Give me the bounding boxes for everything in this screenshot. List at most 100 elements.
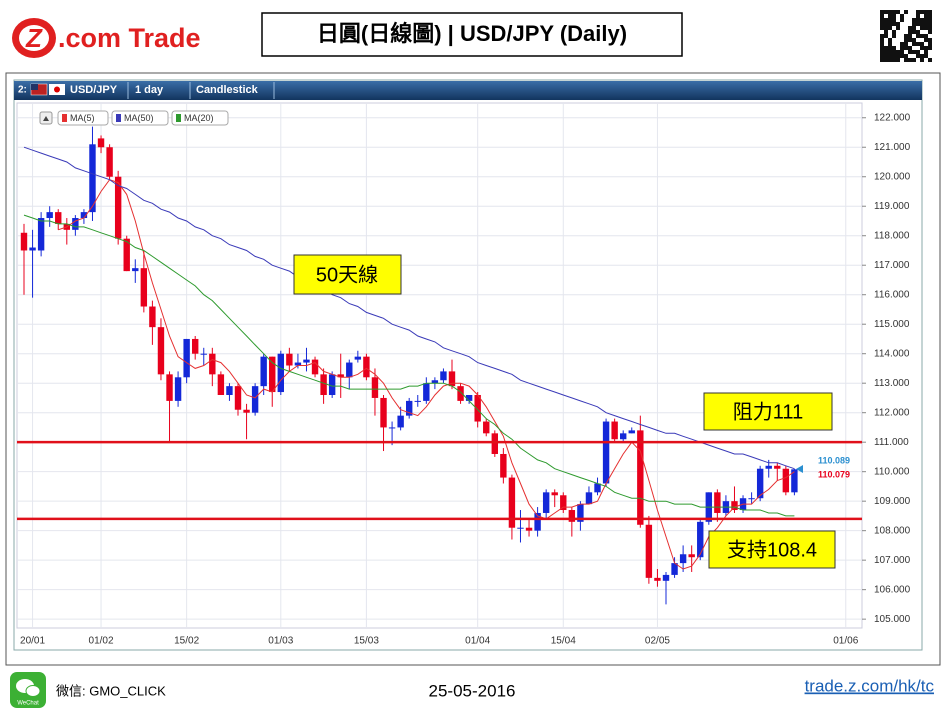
candle-body	[380, 397, 387, 428]
candle-body	[209, 353, 216, 375]
qr-cell	[892, 30, 896, 34]
candle-body	[414, 400, 421, 402]
candle-body	[29, 247, 36, 251]
qr-cell	[884, 22, 888, 26]
qr-cell	[892, 14, 896, 18]
qr-cell	[884, 10, 888, 14]
qr-cell	[928, 46, 932, 50]
qr-cell	[896, 50, 900, 54]
y-tick-label: 112.000	[874, 407, 910, 418]
qr-cell	[888, 10, 892, 14]
candle-body	[260, 356, 267, 387]
qr-cell	[888, 14, 892, 18]
legend-label: MA(5)	[70, 113, 95, 123]
qr-cell	[892, 22, 896, 26]
qr-cell	[924, 18, 928, 22]
wechat-label: WeChat	[17, 701, 39, 707]
candle-body	[731, 501, 738, 511]
url[interactable]: trade.z.com/hk/tc	[805, 676, 935, 695]
x-tick-label: 01/04	[465, 636, 490, 647]
qr-cell	[904, 34, 908, 38]
x-tick-label: 15/04	[551, 636, 576, 647]
y-tick-label: 111.000	[874, 437, 909, 448]
qr-cell	[880, 26, 884, 30]
qr-cell	[892, 46, 896, 50]
candle-body	[551, 492, 558, 496]
candle-body	[637, 430, 644, 525]
qr-cell	[916, 10, 920, 14]
candle-body	[89, 144, 96, 213]
legend-label: MA(20)	[184, 113, 214, 123]
annotation: 50天線	[293, 254, 402, 295]
legend-item[interactable]	[111, 110, 169, 126]
qr-cell	[928, 26, 932, 30]
candle-body	[756, 468, 764, 499]
legend-item[interactable]	[171, 110, 229, 126]
candle-body	[542, 492, 550, 513]
toolbar-interval[interactable]: 1 day	[135, 84, 164, 96]
toolbar-symbol[interactable]: USD/JPY	[70, 84, 118, 96]
qr-cell	[888, 38, 892, 42]
title: 日圓(日線圖) | USD/JPY (Daily)	[317, 21, 627, 46]
candle-body	[346, 362, 353, 378]
legend: MA(5) MA(50) MA(20)	[39, 110, 229, 126]
qr-cell	[928, 14, 932, 18]
candle-body	[337, 374, 344, 378]
annotation-box	[293, 254, 402, 295]
y-tick-label: 117.000	[874, 260, 910, 271]
qr-cell	[896, 22, 900, 26]
qr-cell	[900, 46, 904, 50]
qr-cell	[904, 10, 908, 14]
candle-body	[517, 527, 524, 529]
qr-cell	[908, 38, 912, 42]
candle-body	[46, 212, 53, 219]
candle-body	[234, 386, 242, 410]
toolbar-style[interactable]: Candlestick	[196, 84, 259, 96]
qr-cell	[912, 22, 916, 26]
candle-body	[388, 427, 396, 429]
candle-body	[397, 415, 404, 428]
y-tick-label: 105.000	[874, 614, 911, 625]
x-tick-label: 02/05	[645, 636, 670, 647]
candle-body	[585, 492, 593, 505]
qr-cell	[928, 42, 932, 46]
qr-cell	[892, 18, 896, 22]
qr-cell	[880, 58, 884, 62]
qr-cell	[920, 34, 924, 38]
qr-cell	[912, 50, 916, 54]
candle-body	[560, 495, 567, 511]
qr-cell	[884, 58, 888, 62]
qr-cell	[908, 34, 912, 38]
qr-cell	[896, 10, 900, 14]
qr-cell	[880, 22, 884, 26]
candle-body	[594, 483, 601, 493]
qr-cell	[880, 54, 884, 58]
qr-cell	[916, 42, 920, 46]
legend-swatch	[62, 114, 67, 122]
qr-cell	[908, 26, 912, 30]
candle-body	[654, 577, 661, 581]
legend-swatch	[176, 114, 181, 122]
candle-body	[423, 383, 430, 401]
qr-cell	[892, 58, 896, 62]
x-tick-label: 15/02	[174, 636, 199, 647]
y-tick-label: 110.000	[874, 466, 910, 477]
y-tick-label: 108.000	[874, 525, 911, 536]
wechat-bubble	[25, 685, 41, 697]
y-tick-label: 114.000	[874, 348, 910, 359]
qr-cell	[892, 54, 896, 58]
legend-item[interactable]	[57, 110, 109, 126]
qr-cell	[924, 38, 928, 42]
qr-cell	[884, 30, 888, 34]
annotation: 阻力111	[703, 392, 833, 431]
logo-mark: Z	[25, 23, 43, 53]
annotation-text: 50天線	[316, 263, 378, 286]
qr-cell	[912, 30, 916, 34]
qr-cell	[912, 18, 916, 22]
qr-cell	[884, 18, 888, 22]
candle-body	[286, 353, 293, 366]
legend-toggle-icon	[43, 116, 49, 121]
candle-body	[431, 380, 439, 384]
qr-cell	[920, 22, 924, 26]
